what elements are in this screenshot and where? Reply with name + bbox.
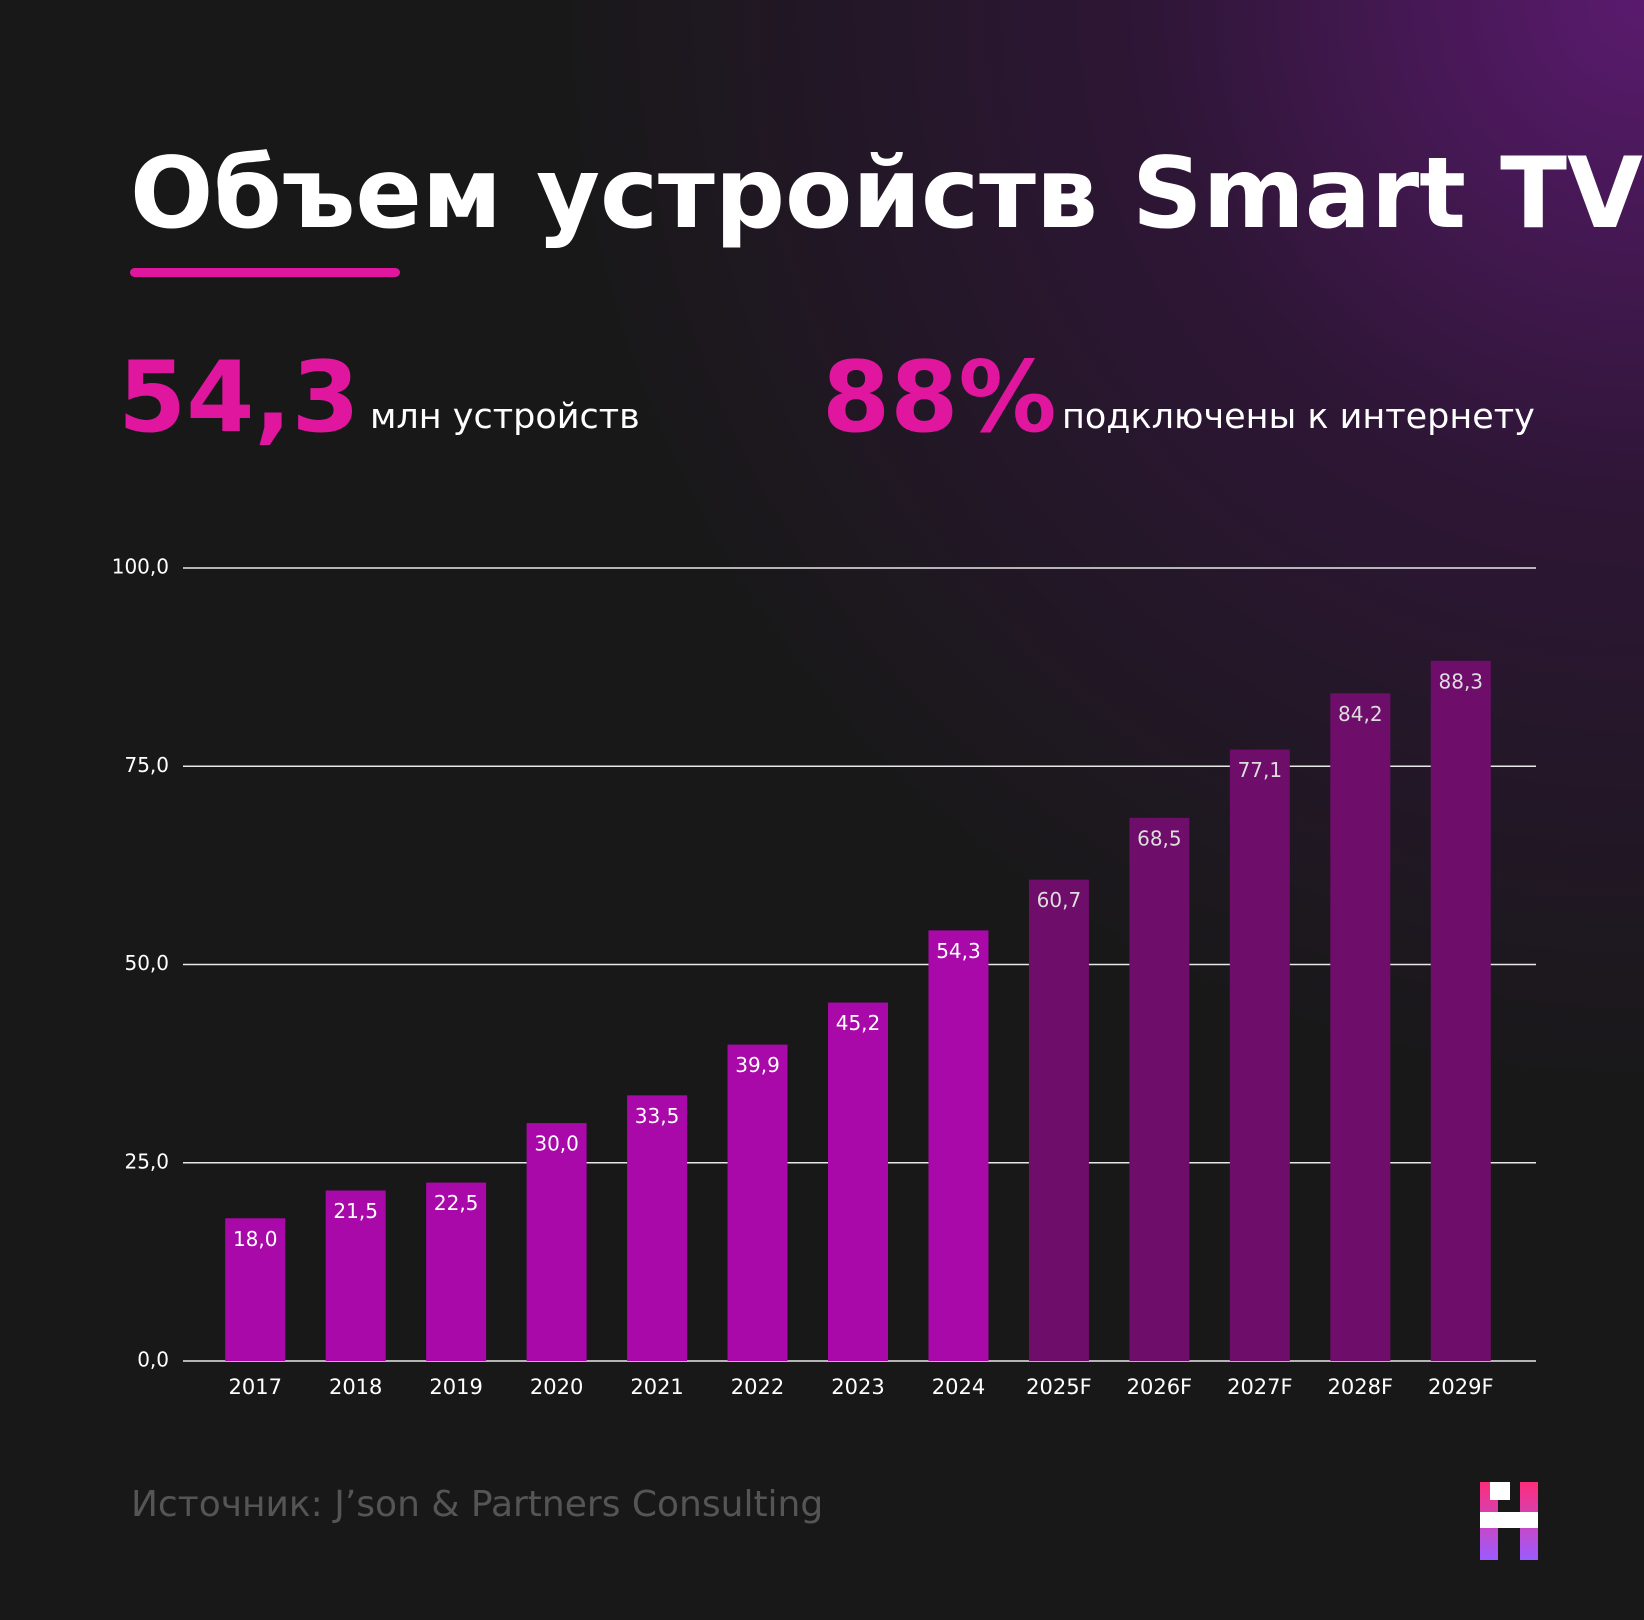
bar xyxy=(828,1002,888,1361)
value-label: 18,0 xyxy=(233,1227,278,1251)
x-tick-label: 2028F xyxy=(1328,1375,1394,1399)
x-tick-label: 2023 xyxy=(831,1375,884,1399)
y-tick-label: 0,0 xyxy=(137,1348,169,1372)
y-tick-label: 50,0 xyxy=(124,951,169,975)
bar xyxy=(1229,749,1290,1361)
bar xyxy=(526,1123,587,1361)
title: Объем устройств Smart TV xyxy=(130,137,1643,251)
y-tick-label: 100,0 xyxy=(112,555,169,579)
stat-value: 88% xyxy=(822,341,1057,455)
value-label: 22,5 xyxy=(434,1191,479,1215)
x-tick-label: 2018 xyxy=(329,1375,382,1399)
bar xyxy=(1330,693,1391,1361)
stat-label: млн устройств xyxy=(370,397,640,437)
source: Источник: J’son & Partners Consulting xyxy=(131,1484,823,1525)
x-tick-label: 2027F xyxy=(1227,1375,1293,1399)
value-label: 54,3 xyxy=(936,939,981,963)
value-label: 68,5 xyxy=(1137,826,1182,850)
value-label: 30,0 xyxy=(534,1132,579,1156)
stat-label: подключены к интернету xyxy=(1062,397,1535,437)
x-tick-label: 2029F xyxy=(1428,1375,1494,1399)
x-tick-label: 2026F xyxy=(1127,1375,1193,1399)
bar xyxy=(225,1218,286,1361)
x-tick-label: 2022 xyxy=(731,1375,784,1399)
title-underline xyxy=(130,268,400,277)
value-label: 60,7 xyxy=(1037,888,1082,912)
x-tick-label: 2020 xyxy=(530,1375,583,1399)
stat-value: 54,3 xyxy=(118,341,360,455)
x-tick-label: 2025F xyxy=(1026,1375,1092,1399)
y-tick-label: 25,0 xyxy=(124,1149,169,1173)
value-label: 21,5 xyxy=(333,1199,378,1223)
value-label: 77,1 xyxy=(1238,758,1283,782)
y-tick-label: 75,0 xyxy=(124,753,169,777)
bar xyxy=(1028,879,1089,1361)
value-label: 88,3 xyxy=(1439,669,1484,693)
x-tick-label: 2017 xyxy=(229,1375,282,1399)
x-tick-label: 2019 xyxy=(429,1375,482,1399)
bar xyxy=(1430,660,1491,1361)
bar xyxy=(426,1182,487,1361)
value-label: 45,2 xyxy=(836,1011,881,1035)
x-tick-label: 2021 xyxy=(630,1375,683,1399)
value-label: 39,9 xyxy=(735,1053,780,1077)
bar xyxy=(627,1095,688,1361)
bar xyxy=(325,1190,386,1361)
value-label: 33,5 xyxy=(635,1104,680,1128)
x-tick-label: 2024 xyxy=(932,1375,985,1399)
bar xyxy=(928,930,989,1361)
bar xyxy=(727,1044,788,1361)
logo xyxy=(1480,1482,1538,1560)
bar xyxy=(1129,817,1190,1361)
value-label: 84,2 xyxy=(1338,702,1383,726)
